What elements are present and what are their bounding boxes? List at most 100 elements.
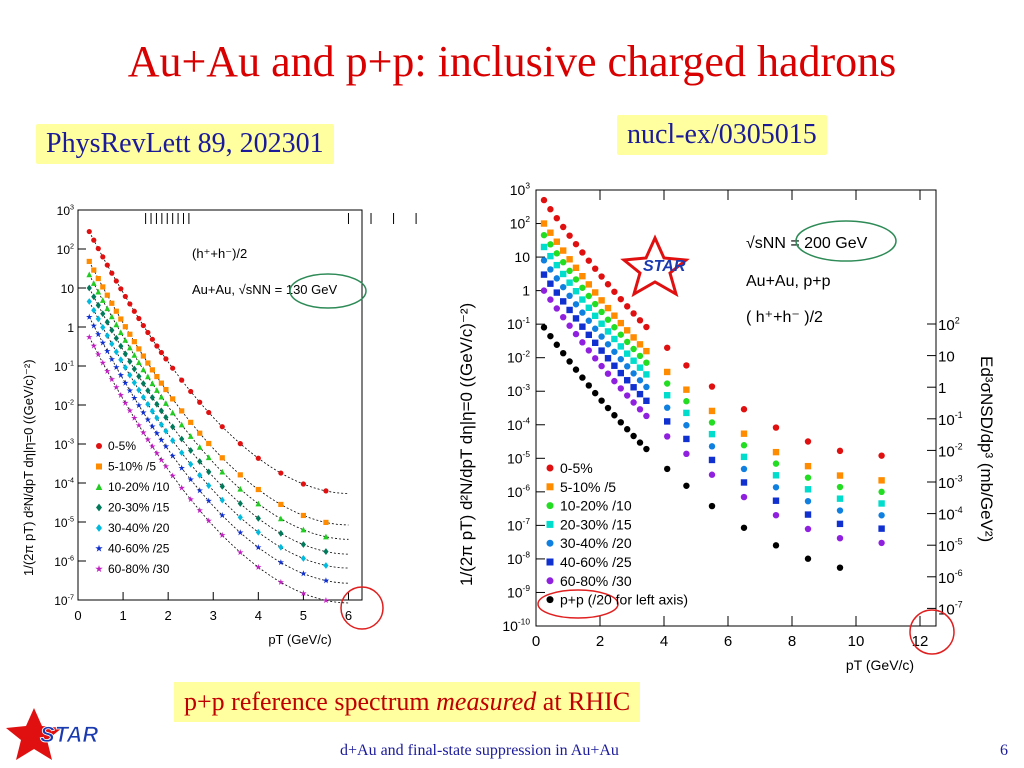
right-data-point bbox=[683, 386, 690, 393]
left-data-point bbox=[100, 310, 106, 318]
left-data-point bbox=[322, 597, 330, 604]
right-secondary-y-tick-label: 10 bbox=[938, 349, 955, 366]
left-data-point bbox=[127, 371, 133, 379]
star-logo-star-icon bbox=[6, 708, 62, 760]
right-data-point bbox=[553, 275, 560, 282]
left-data-point bbox=[91, 306, 97, 314]
right-data-point bbox=[617, 419, 624, 426]
right-data-point bbox=[540, 231, 548, 239]
right-legend-label: 10-20% /10 bbox=[560, 498, 632, 514]
left-data-point bbox=[187, 496, 194, 503]
left-data-point bbox=[122, 337, 129, 343]
pt-range-highlight-circle bbox=[340, 586, 384, 630]
right-x-axis-label: pT (GeV/c) bbox=[846, 657, 914, 673]
right-data-point bbox=[547, 296, 554, 303]
left-y-tick-label: 10-6 bbox=[54, 554, 74, 569]
right-data-point bbox=[740, 406, 748, 413]
right-data-point bbox=[772, 497, 780, 504]
right-data-point bbox=[643, 371, 650, 378]
left-data-point bbox=[131, 339, 137, 345]
right-data-point bbox=[611, 288, 618, 295]
left-data-point bbox=[323, 548, 329, 555]
right-y-tick-label: 102 bbox=[510, 214, 531, 231]
right-data-point bbox=[630, 432, 637, 440]
right-data-point bbox=[611, 412, 618, 419]
left-data-point bbox=[169, 452, 176, 459]
right-data-point bbox=[624, 363, 631, 370]
left-data-point bbox=[95, 301, 101, 309]
left-data-point bbox=[131, 308, 137, 314]
right-star-logo-icon bbox=[620, 234, 690, 298]
left-data-point bbox=[90, 342, 97, 349]
right-data-point bbox=[664, 433, 671, 440]
right-y-tick-label: 10-8 bbox=[507, 550, 530, 567]
right-data-point bbox=[592, 300, 599, 308]
left-data-point bbox=[197, 471, 203, 479]
right-data-point bbox=[643, 347, 650, 355]
left-data-point bbox=[145, 329, 151, 336]
right-data-point bbox=[611, 324, 618, 331]
right-data-point bbox=[585, 317, 592, 324]
right-data-point bbox=[566, 267, 573, 275]
right-data-point bbox=[585, 281, 592, 288]
right-data-point bbox=[572, 276, 580, 283]
right-data-point bbox=[572, 301, 580, 308]
right-data-point bbox=[560, 258, 567, 266]
right-data-point bbox=[643, 412, 650, 420]
left-data-point bbox=[108, 355, 116, 363]
left-data-point bbox=[153, 449, 161, 457]
left-data-point bbox=[158, 393, 165, 400]
left-data-point bbox=[219, 482, 225, 490]
left-data-point bbox=[205, 454, 212, 461]
left-data-point bbox=[278, 530, 284, 537]
right-data-point bbox=[878, 512, 885, 519]
right-secondary-y-tick-label: 102 bbox=[938, 315, 960, 334]
left-data-point bbox=[178, 484, 185, 491]
right-data-point bbox=[683, 450, 690, 458]
right-data-point bbox=[740, 442, 748, 449]
left-data-point bbox=[104, 318, 110, 326]
right-y-tick-label: 10-3 bbox=[507, 382, 530, 399]
left-data-point bbox=[104, 262, 110, 268]
right-data-point bbox=[664, 418, 671, 425]
right-data-point bbox=[636, 352, 644, 360]
left-data-point bbox=[149, 443, 156, 450]
right-data-point bbox=[598, 273, 605, 280]
left-data-point bbox=[300, 570, 307, 577]
right-data-point bbox=[579, 323, 586, 330]
left-data-point bbox=[86, 298, 92, 305]
right-data-point bbox=[878, 452, 885, 459]
right-data-point bbox=[740, 493, 748, 501]
left-data-point bbox=[237, 472, 243, 478]
right-data-point bbox=[836, 507, 844, 514]
right-data-point bbox=[579, 296, 586, 303]
left-data-point bbox=[196, 507, 203, 514]
energy-highlight-circle bbox=[289, 273, 367, 309]
left-data-point bbox=[179, 408, 185, 414]
left-x-tick-label: 2 bbox=[165, 608, 172, 623]
right-data-point bbox=[617, 385, 624, 392]
left-data-point bbox=[154, 373, 160, 380]
right-data-point bbox=[566, 306, 573, 314]
right-data-point bbox=[643, 445, 650, 453]
right-x-tick-label: 8 bbox=[788, 633, 796, 650]
left-data-point bbox=[91, 267, 97, 273]
left-data-point bbox=[163, 386, 169, 393]
right-data-point bbox=[560, 349, 567, 357]
left-data-point bbox=[196, 487, 203, 494]
left-legend-marker bbox=[96, 443, 102, 449]
right-legend-label: 40-60% /25 bbox=[560, 554, 632, 570]
page-number: 6 bbox=[1000, 742, 1008, 759]
right-annotation-energy: √sNN = 200 GeV bbox=[746, 235, 868, 252]
right-data-point bbox=[540, 287, 548, 294]
right-data-point bbox=[611, 362, 618, 369]
right-data-point bbox=[617, 369, 624, 377]
right-data-point bbox=[636, 377, 644, 384]
right-data-point bbox=[553, 341, 560, 348]
right-data-point bbox=[836, 495, 844, 502]
right-legend-label: 0-5% bbox=[560, 460, 593, 476]
left-data-point bbox=[237, 549, 244, 556]
left-data-point bbox=[149, 367, 155, 373]
left-data-point bbox=[104, 332, 110, 340]
right-data-point bbox=[598, 362, 605, 370]
